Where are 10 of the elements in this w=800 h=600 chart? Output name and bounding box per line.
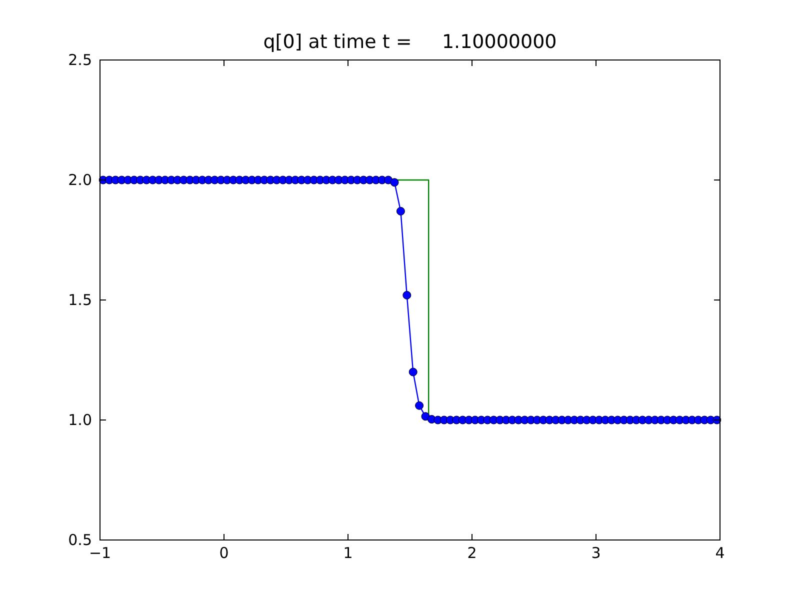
chart-title: q[0] at time t = 1.10000000 bbox=[263, 31, 557, 53]
x-tick-label: 2 bbox=[467, 544, 477, 562]
x-tick-label: 0 bbox=[219, 544, 229, 562]
y-tick-label: 1.0 bbox=[68, 411, 92, 429]
x-tick-label: 1 bbox=[343, 544, 353, 562]
y-tick-label: 1.5 bbox=[68, 291, 92, 309]
x-tick-label: 4 bbox=[715, 544, 725, 562]
y-tick-label: 2.0 bbox=[68, 171, 92, 189]
y-tick-label: 2.5 bbox=[68, 51, 92, 69]
x-tick-label: 3 bbox=[591, 544, 601, 562]
